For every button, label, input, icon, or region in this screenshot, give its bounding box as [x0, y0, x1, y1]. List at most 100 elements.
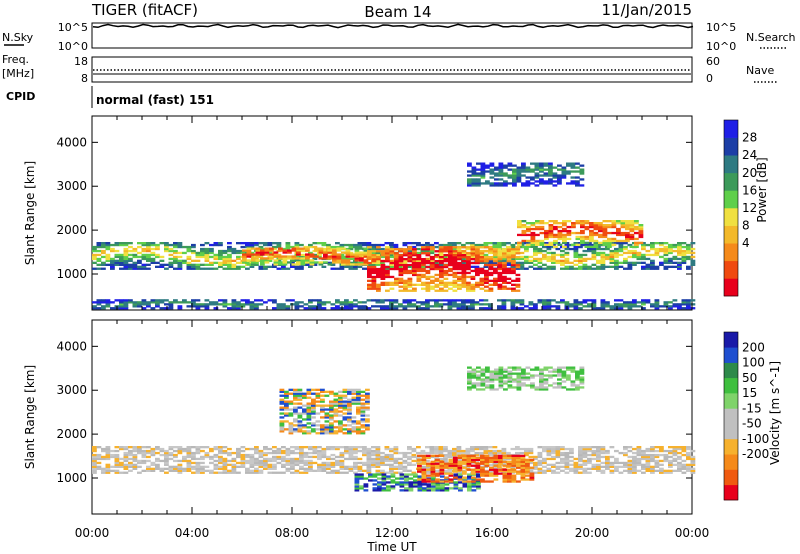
echo-cell [605, 463, 610, 466]
echo-cell [578, 253, 583, 257]
echo-cell [467, 473, 472, 476]
echo-cell [598, 233, 603, 237]
echo-cell [227, 259, 232, 262]
echo-cell [471, 470, 476, 473]
echo-cell [600, 247, 606, 251]
echo-cell [618, 307, 624, 310]
echo-cell [282, 263, 288, 266]
echo-cell [475, 271, 480, 275]
echo-cell [498, 172, 504, 175]
echo-cell [629, 222, 635, 225]
echo-cell [416, 267, 422, 271]
echo-cell [636, 451, 642, 455]
echo-cell [480, 460, 485, 463]
echo-cell [431, 483, 436, 486]
echo-cell [578, 257, 583, 261]
echo-cell [533, 257, 538, 261]
echo-cell [471, 386, 477, 389]
echo-cell [494, 370, 499, 373]
echo-cell [141, 455, 147, 459]
echo-cell [525, 460, 530, 463]
echo-cell [434, 242, 439, 245]
echo-cell [578, 447, 583, 451]
echo-cell [598, 235, 603, 239]
echo-cell [128, 449, 133, 453]
echo-cell [273, 259, 279, 262]
echo-cell [546, 305, 552, 308]
echo-cell [544, 243, 549, 246]
echo-cell [475, 468, 481, 471]
echo-cell [516, 464, 521, 467]
echo-cell [448, 287, 453, 290]
echo-cell [272, 446, 277, 449]
echo-cell [173, 301, 178, 304]
echo-cell [519, 255, 525, 259]
echo-cell [440, 487, 445, 490]
echo-cell [173, 261, 178, 264]
echo-cell [311, 428, 316, 431]
echo-cell [302, 404, 307, 407]
echo-cell [254, 307, 259, 310]
echo-cell [607, 243, 612, 246]
echo-cell [375, 461, 381, 465]
echo-cell [385, 265, 390, 269]
echo-cell [430, 281, 435, 284]
echo-cell [668, 307, 673, 310]
echo-cell [543, 388, 549, 391]
echo-cell [488, 283, 494, 286]
echo-cell [177, 305, 183, 308]
echo-cell [393, 457, 399, 461]
echo-cell [264, 257, 270, 260]
echo-cell [579, 172, 585, 175]
echo-cell [479, 261, 484, 264]
echo-cell [191, 299, 196, 302]
echo-cell [101, 307, 106, 310]
echo-cell [614, 465, 619, 468]
echo-cell [209, 261, 214, 264]
echo-cell [333, 410, 339, 413]
echo-cell [557, 178, 562, 181]
echo-cell [470, 252, 476, 255]
echo-cell [596, 463, 601, 466]
echo-cell [426, 464, 431, 467]
echo-cell [516, 180, 522, 183]
echo-cell [222, 251, 228, 255]
echo-cell [254, 299, 259, 302]
echo-cell [479, 283, 485, 286]
echo-cell [407, 249, 412, 253]
echo-cell [668, 301, 673, 304]
echo-cell [263, 463, 268, 466]
echo-cell [353, 447, 358, 451]
echo-cell [602, 229, 608, 233]
echo-cell [502, 279, 507, 282]
echo-cell [146, 247, 151, 251]
echo-cell [141, 453, 147, 457]
echo-cell [561, 170, 567, 173]
echo-cell [439, 265, 444, 269]
echo-cell [452, 261, 458, 265]
echo-cell [435, 487, 441, 490]
echo-cell [249, 265, 255, 268]
echo-cell [380, 269, 386, 273]
echo-cell [488, 258, 494, 261]
echo-cell [177, 471, 183, 474]
echo-cell [249, 469, 255, 472]
echo-cell [314, 255, 319, 258]
echo-cell [447, 299, 453, 302]
echo-cell [200, 465, 205, 468]
echo-cell [663, 453, 669, 457]
echo-cell [173, 257, 178, 261]
colorbar-segment [724, 137, 738, 156]
echo-cell [347, 392, 352, 395]
echo-cell [385, 254, 390, 257]
echo-cell [537, 299, 543, 302]
echo-cell [475, 285, 480, 288]
echo-cell [668, 461, 673, 465]
echo-cell [542, 242, 547, 245]
echo-cell [330, 469, 336, 472]
echo-cell [479, 256, 485, 259]
echo-cell [168, 457, 174, 461]
echo-cell [209, 457, 214, 461]
echo-cell [663, 469, 669, 472]
echo-cell [299, 461, 304, 465]
